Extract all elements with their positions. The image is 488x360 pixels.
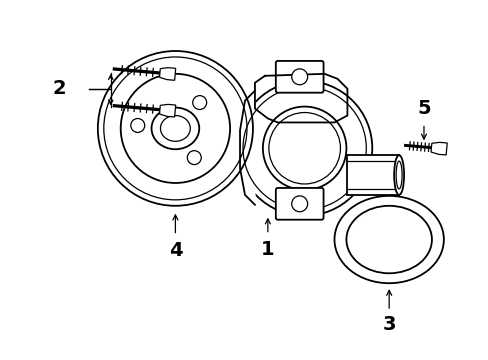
Circle shape: [121, 74, 230, 183]
Polygon shape: [430, 142, 447, 155]
Ellipse shape: [346, 206, 431, 273]
Circle shape: [98, 51, 252, 206]
Circle shape: [237, 81, 371, 216]
Ellipse shape: [160, 116, 190, 141]
Ellipse shape: [393, 155, 403, 195]
Circle shape: [130, 118, 144, 132]
Ellipse shape: [395, 161, 401, 189]
Polygon shape: [159, 68, 175, 80]
Circle shape: [263, 107, 346, 190]
Text: 2: 2: [52, 79, 66, 98]
FancyBboxPatch shape: [275, 61, 323, 93]
Bar: [346, 155, 398, 195]
Polygon shape: [254, 74, 346, 122]
Polygon shape: [240, 91, 254, 205]
Text: 1: 1: [261, 240, 274, 259]
Text: 5: 5: [416, 99, 430, 118]
Circle shape: [291, 69, 307, 85]
FancyBboxPatch shape: [275, 188, 323, 220]
Ellipse shape: [334, 196, 443, 283]
Circle shape: [291, 196, 307, 212]
Ellipse shape: [151, 108, 199, 149]
Circle shape: [187, 151, 201, 165]
Polygon shape: [159, 104, 175, 117]
Text: 3: 3: [382, 315, 395, 334]
Text: 4: 4: [168, 241, 182, 260]
Circle shape: [192, 96, 206, 109]
